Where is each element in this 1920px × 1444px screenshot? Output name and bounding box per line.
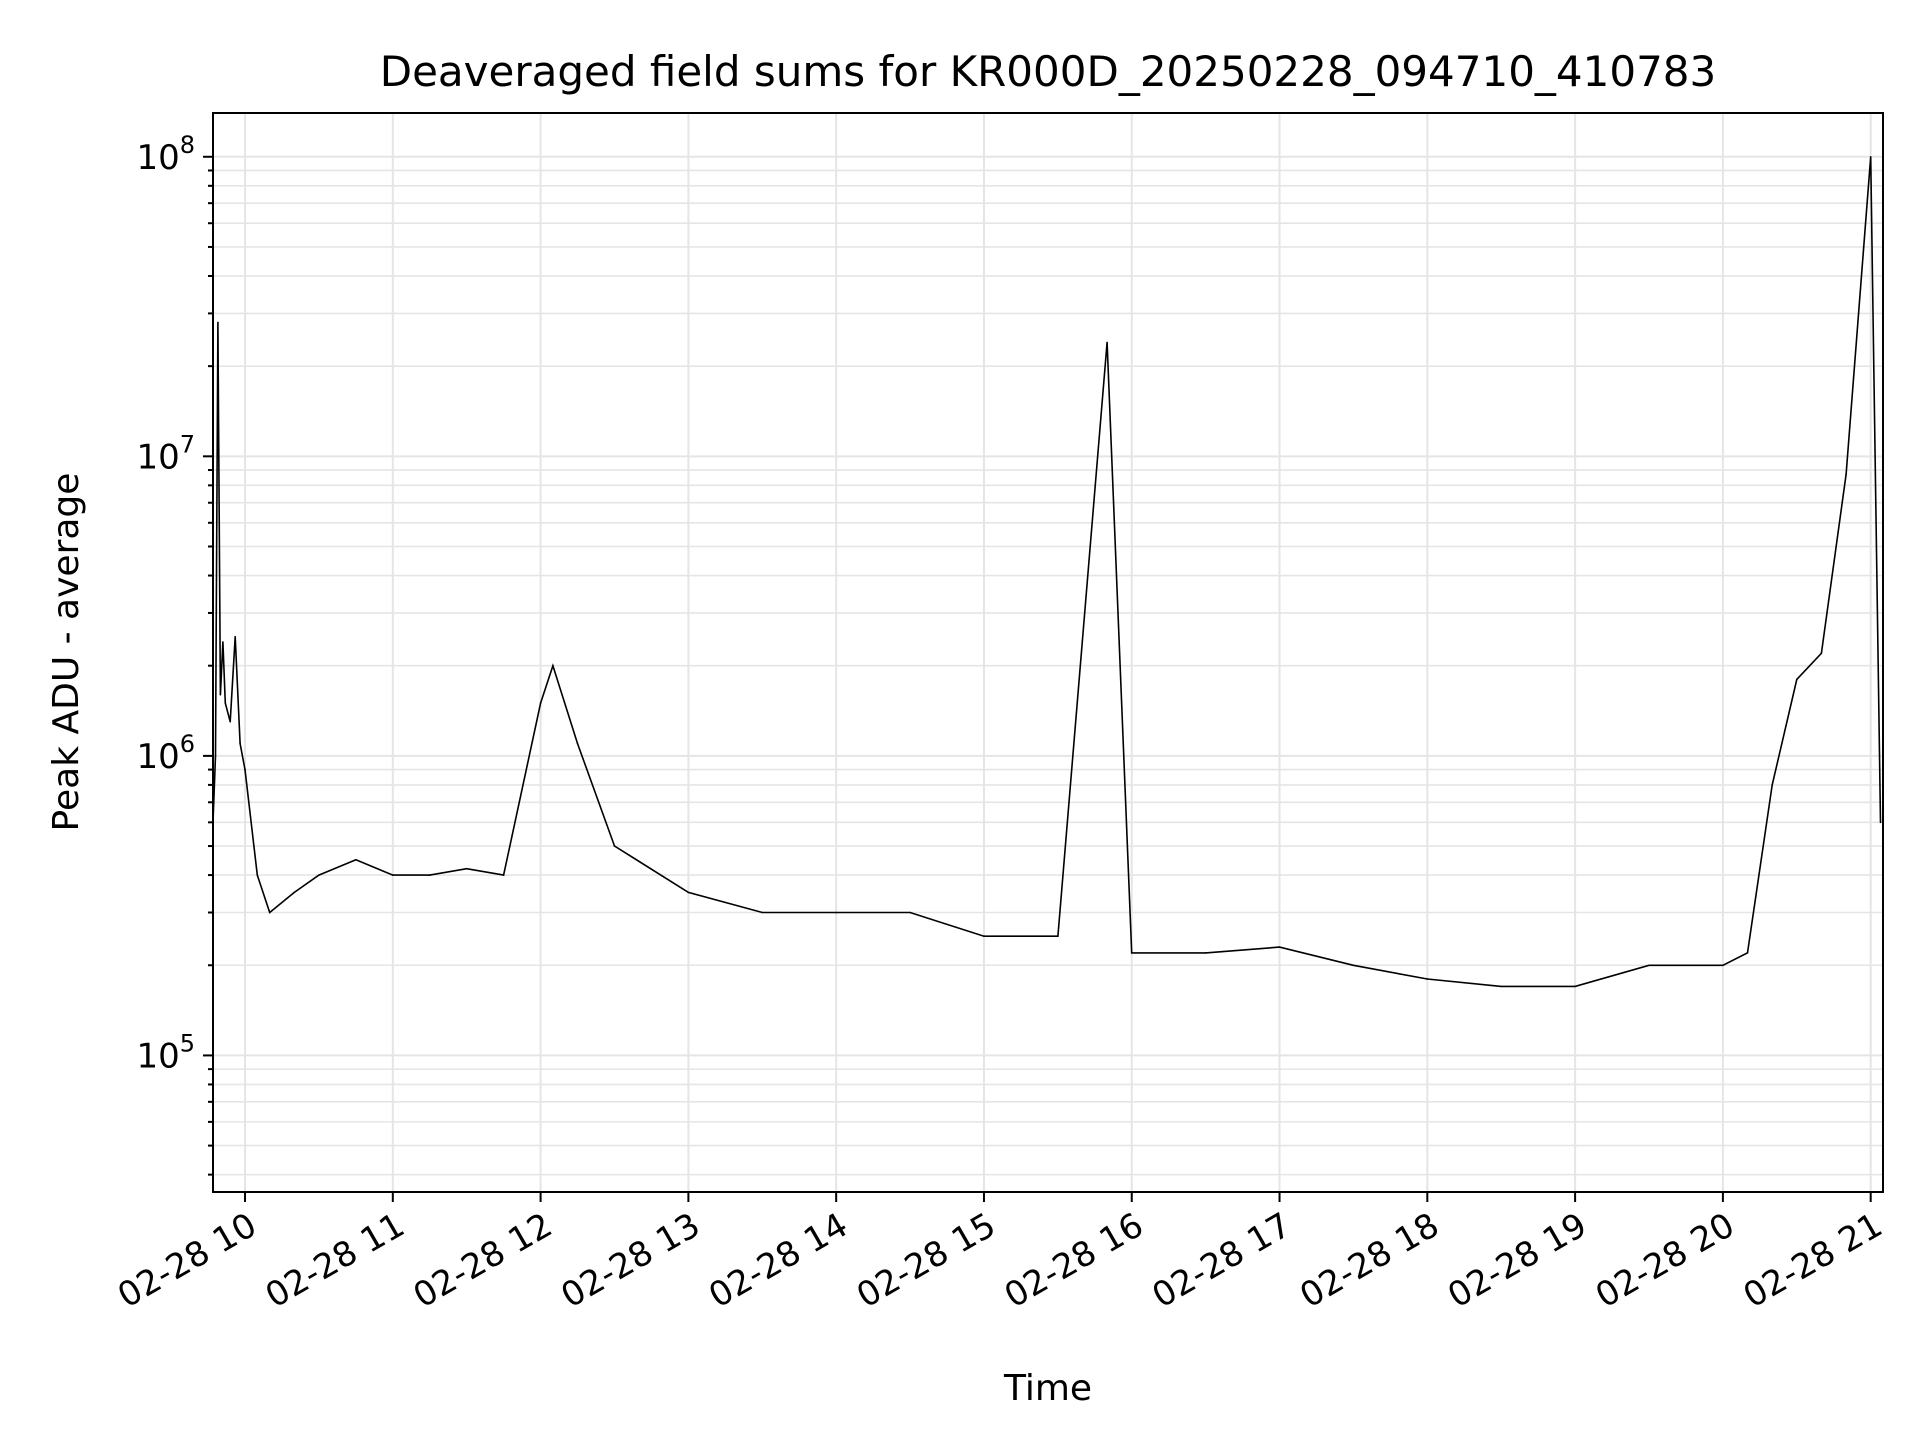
data-point: [1057, 935, 1059, 938]
data-point: [1500, 985, 1503, 988]
data-point: [552, 664, 554, 667]
data-point: [217, 321, 219, 324]
data-point: [1879, 821, 1882, 824]
data-point: [1746, 952, 1749, 954]
data-point: [1869, 155, 1872, 158]
data-point: [355, 858, 357, 861]
data-point: [1845, 473, 1847, 476]
data-point: [983, 935, 985, 938]
y-tick-label: 107: [136, 430, 195, 477]
data-point: [244, 768, 246, 771]
data-point: [1352, 964, 1355, 967]
data-point: [1130, 952, 1133, 954]
data-point: [1648, 964, 1650, 967]
data-point: [428, 874, 431, 876]
data-point: [1426, 978, 1429, 980]
data-point: [1820, 652, 1823, 655]
chart-title: Deaveraged field sums for KR000D_2025022…: [380, 47, 1717, 96]
x-axis-label: Time: [1003, 1368, 1092, 1409]
data-point: [222, 641, 224, 643]
y-tick-label: 105: [136, 1029, 195, 1076]
data-point: [1574, 985, 1576, 988]
data-point: [392, 874, 394, 876]
data-point: [1771, 784, 1773, 786]
series-line-0: [212, 156, 1882, 988]
grid-layer: [213, 113, 1883, 1192]
data-point: [502, 874, 505, 876]
data-point: [1204, 952, 1207, 954]
data-point: [613, 845, 616, 847]
data-point: [318, 874, 320, 876]
data-point: [293, 891, 296, 894]
data-point: [239, 742, 241, 745]
data-point: [256, 874, 259, 876]
data-point: [909, 911, 911, 914]
data-point: [224, 702, 227, 704]
data-point: [1722, 964, 1724, 967]
data-point: [1795, 678, 1798, 681]
data-point: [465, 867, 468, 870]
series-layer: [212, 155, 1882, 988]
data-point: [1278, 946, 1281, 948]
data-point: [687, 891, 690, 894]
data-point: [576, 742, 579, 745]
data-point: [268, 911, 271, 914]
y-axis-label: Peak ADU - average: [46, 473, 87, 832]
plot-frame: [212, 112, 1884, 1193]
data-point: [234, 635, 236, 638]
y-tick-label: 108: [136, 131, 195, 178]
data-point: [229, 720, 232, 723]
data-point: [1106, 341, 1108, 344]
y-tick-label: 106: [136, 730, 195, 777]
data-point: [539, 702, 542, 704]
data-point: [214, 755, 217, 757]
data-point: [219, 693, 222, 696]
data-point: [761, 911, 764, 914]
data-point: [835, 911, 837, 914]
